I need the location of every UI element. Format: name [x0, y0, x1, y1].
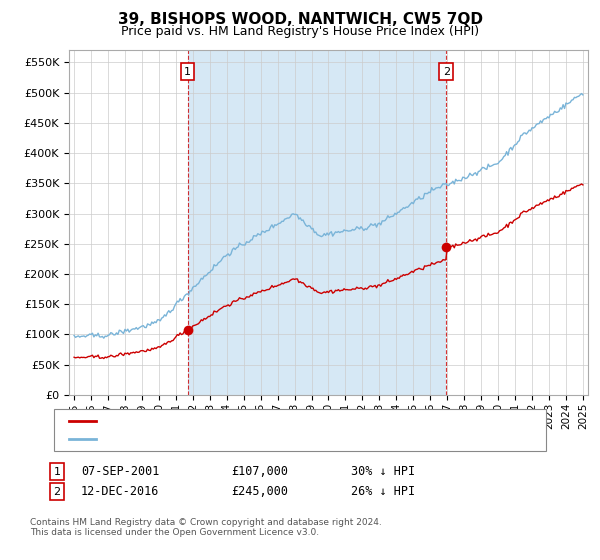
Text: 39, BISHOPS WOOD, NANTWICH, CW5 7QD (detached house): 39, BISHOPS WOOD, NANTWICH, CW5 7QD (det… — [102, 416, 443, 426]
Text: £107,000: £107,000 — [231, 465, 288, 478]
Text: 39, BISHOPS WOOD, NANTWICH, CW5 7QD: 39, BISHOPS WOOD, NANTWICH, CW5 7QD — [118, 12, 482, 27]
Text: 30% ↓ HPI: 30% ↓ HPI — [351, 465, 415, 478]
Text: £245,000: £245,000 — [231, 485, 288, 498]
Text: 2: 2 — [53, 487, 61, 497]
Text: 1: 1 — [184, 67, 191, 77]
Bar — [188, 50, 446, 395]
Text: 1: 1 — [53, 466, 61, 477]
Text: 07-SEP-2001: 07-SEP-2001 — [81, 465, 160, 478]
Text: Price paid vs. HM Land Registry's House Price Index (HPI): Price paid vs. HM Land Registry's House … — [121, 25, 479, 38]
Text: 26% ↓ HPI: 26% ↓ HPI — [351, 485, 415, 498]
Text: 2: 2 — [443, 67, 450, 77]
Text: HPI: Average price, detached house, Cheshire East: HPI: Average price, detached house, Ches… — [102, 434, 385, 444]
Text: 12-DEC-2016: 12-DEC-2016 — [81, 485, 160, 498]
Text: Contains HM Land Registry data © Crown copyright and database right 2024.
This d: Contains HM Land Registry data © Crown c… — [30, 518, 382, 538]
